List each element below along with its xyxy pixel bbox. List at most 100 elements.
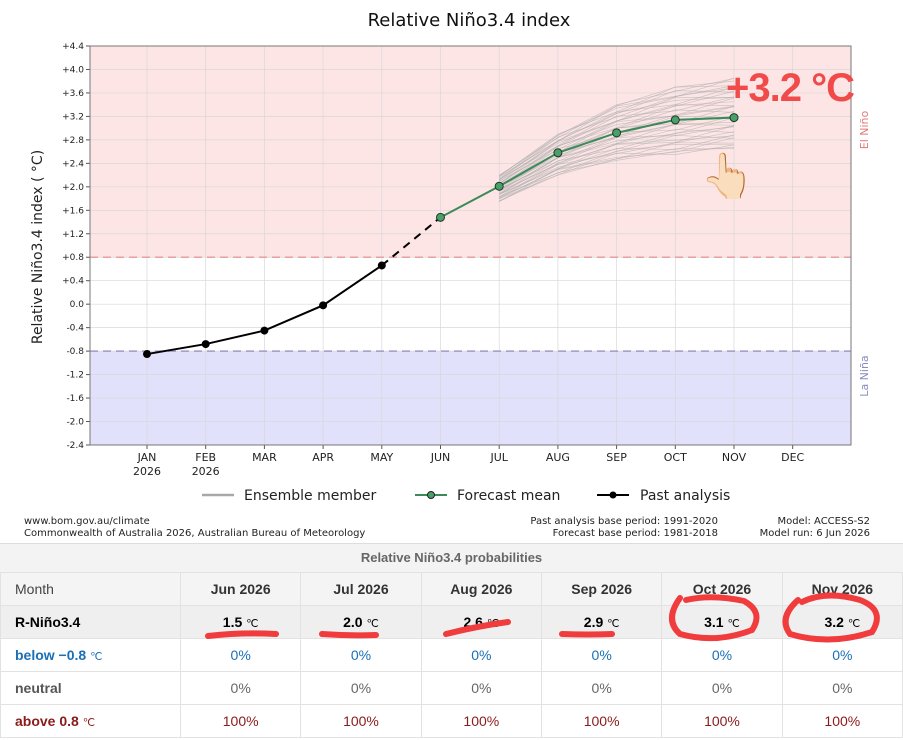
legend-forecast-marker	[427, 491, 435, 499]
table-cell: 100%	[300, 704, 422, 738]
past-analysis-point	[143, 350, 151, 359]
table-cell: 0%	[661, 638, 783, 672]
plot-area: +4.4 +4.0 +3.6 +3.2 +2.8 +2.4 +2.0 +1.6 +1.2 +0.8…	[62, 42, 852, 478]
table-cell: 1.5 ℃	[179, 605, 302, 639]
ensemble-member-line	[499, 126, 735, 195]
table-row-neutral: neutral 0% 0% 0% 0% 0% 0%	[0, 671, 903, 705]
row-label: R-Niño3.4	[0, 605, 181, 639]
table-cell: 0%	[540, 671, 663, 705]
ensemble-member-line	[499, 147, 735, 202]
footer-forecast-base: Forecast base period: 1981-2018	[552, 528, 718, 539]
legend: Ensemble member Forecast mean Past analy…	[202, 488, 730, 504]
table-row-r-nino: R-Niño3.4 1.5 ℃ 2.0 ℃ 2.6 ℃ 2.9 ℃ 3.1 ℃ …	[0, 605, 903, 639]
ensemble-member-line	[499, 87, 735, 178]
table-cell: 0%	[420, 638, 542, 672]
table-cell: 0%	[540, 638, 663, 672]
table-cell: 2.6 ℃	[420, 605, 542, 639]
table-cell: 3.2 ℃	[781, 605, 903, 639]
cell-value: 3.1	[704, 614, 724, 630]
x-tick-label: APR	[312, 451, 334, 464]
footer-mid: Past analysis base period: 1991-2020 For…	[480, 516, 718, 540]
row-label: neutral	[0, 671, 181, 705]
chart-title: Relative Niño3.4 index	[368, 10, 571, 31]
forecast-mean-line	[440, 116, 735, 219]
table-cell: 3.1 ℃	[661, 605, 783, 639]
x-tick-label: AUG	[546, 451, 570, 464]
ensemble-member-line	[499, 96, 735, 181]
ensemble-member-line	[499, 85, 735, 176]
table-cell: 0%	[300, 638, 422, 672]
row-label-text: below −0.8	[15, 647, 87, 663]
header-month-col: Jul 2026	[300, 572, 422, 606]
plot-frame	[89, 45, 852, 446]
header-month-col: Jun 2026	[179, 572, 302, 606]
y-tick-label: +2.8	[62, 136, 84, 146]
forecast-mean-point	[553, 148, 563, 158]
table-header-row: Month Jun 2026 Jul 2026 Aug 2026 Sep 202…	[0, 572, 903, 606]
ensemble-member-line	[499, 77, 735, 177]
x-tick-label: SEP	[606, 451, 627, 464]
footer-past-base: Past analysis base period: 1991-2020	[530, 516, 718, 527]
past-analysis-point	[201, 340, 210, 349]
probability-table: Month Jun 2026 Jul 2026 Aug 2026 Sep 202…	[0, 572, 903, 738]
y-tick-label: +1.6	[62, 206, 84, 216]
header-month-col: Oct 2026	[661, 572, 783, 606]
y-tick-label: -1.6	[66, 394, 84, 404]
ensemble-member-line	[499, 137, 735, 202]
past-analysis-point	[319, 301, 328, 310]
legend-forecast-label: Forecast mean	[457, 488, 560, 504]
nino-chart: Relative Niño3.4 index +4.4+4.0+3.6+3.2+…	[30, 10, 871, 504]
y-tick-label: +4.4	[62, 42, 84, 52]
forecast-mean-point	[729, 113, 739, 123]
ensemble-member-line	[499, 101, 735, 184]
cell-unit: ℃	[847, 618, 861, 630]
x-tick-sublabel: 2026	[133, 465, 161, 478]
table-cell: 0%	[661, 671, 783, 705]
legend-ensemble-label: Ensemble member	[244, 488, 376, 504]
cell-unit: ℃	[486, 618, 500, 630]
cell-value: 2.6	[463, 614, 483, 630]
ensemble-member-line	[499, 96, 735, 184]
forecast-mean-point	[612, 128, 622, 138]
header-month-col: Aug 2026	[420, 572, 542, 606]
annotation-text: +3.2 °C	[726, 66, 855, 110]
cell-unit: ℃	[366, 618, 379, 630]
table-cell: 0%	[179, 638, 302, 672]
y-tick-label: +2.4	[62, 159, 84, 169]
table-cell: 100%	[420, 704, 542, 738]
cell-unit: ℃	[607, 618, 620, 630]
table-row-below: below −0.8 ℃ 0% 0% 0% 0% 0% 0%	[0, 638, 903, 672]
row-label-text: above 0.8	[15, 713, 79, 729]
ensemble-member-line	[498, 85, 735, 181]
ensemble-member-line	[499, 131, 735, 199]
table-cell: 2.9 ℃	[540, 605, 663, 639]
table-cell: 0%	[781, 638, 903, 672]
row-label: below −0.8 ℃	[0, 638, 181, 672]
ensemble-member-line	[499, 134, 735, 200]
y-tick-label: +3.6	[62, 89, 84, 99]
el-nino-label: El Niño	[858, 110, 871, 149]
table-cell: 100%	[179, 704, 302, 738]
x-tick-label: FEB	[195, 451, 216, 464]
la-nina-label: La Niña	[858, 355, 871, 396]
y-tick-label: -0.4	[66, 324, 84, 334]
past-analysis-point	[260, 326, 269, 335]
footer-url[interactable]: www.bom.gov.au/climate	[24, 516, 150, 527]
legend-past-marker	[609, 491, 617, 499]
footer-copyright: Commonwealth of Australia 2026, Australi…	[24, 528, 366, 539]
x-tick-label: MAY	[370, 451, 393, 464]
header-month: Month	[0, 572, 181, 606]
ensemble-member-line	[499, 125, 735, 198]
y-tick-label: +2.0	[62, 183, 84, 193]
footer-model: Model: ACCESS-S2	[777, 516, 870, 527]
row-label: above 0.8 ℃	[0, 704, 181, 738]
y-tick-label: -0.8	[66, 347, 84, 357]
footer-right: Model: ACCESS-S2 Model run: 6 Jun 2026	[720, 516, 870, 540]
legend-past-label: Past analysis	[640, 488, 730, 504]
row-label-unit: ℃	[90, 651, 103, 663]
y-tick-label: +4.0	[62, 65, 84, 75]
cell-value: 1.5	[222, 614, 243, 630]
y-tick-label: +0.4	[62, 277, 84, 287]
ensemble-member-line	[499, 134, 735, 195]
y-tick-label: 0.0	[70, 300, 85, 310]
